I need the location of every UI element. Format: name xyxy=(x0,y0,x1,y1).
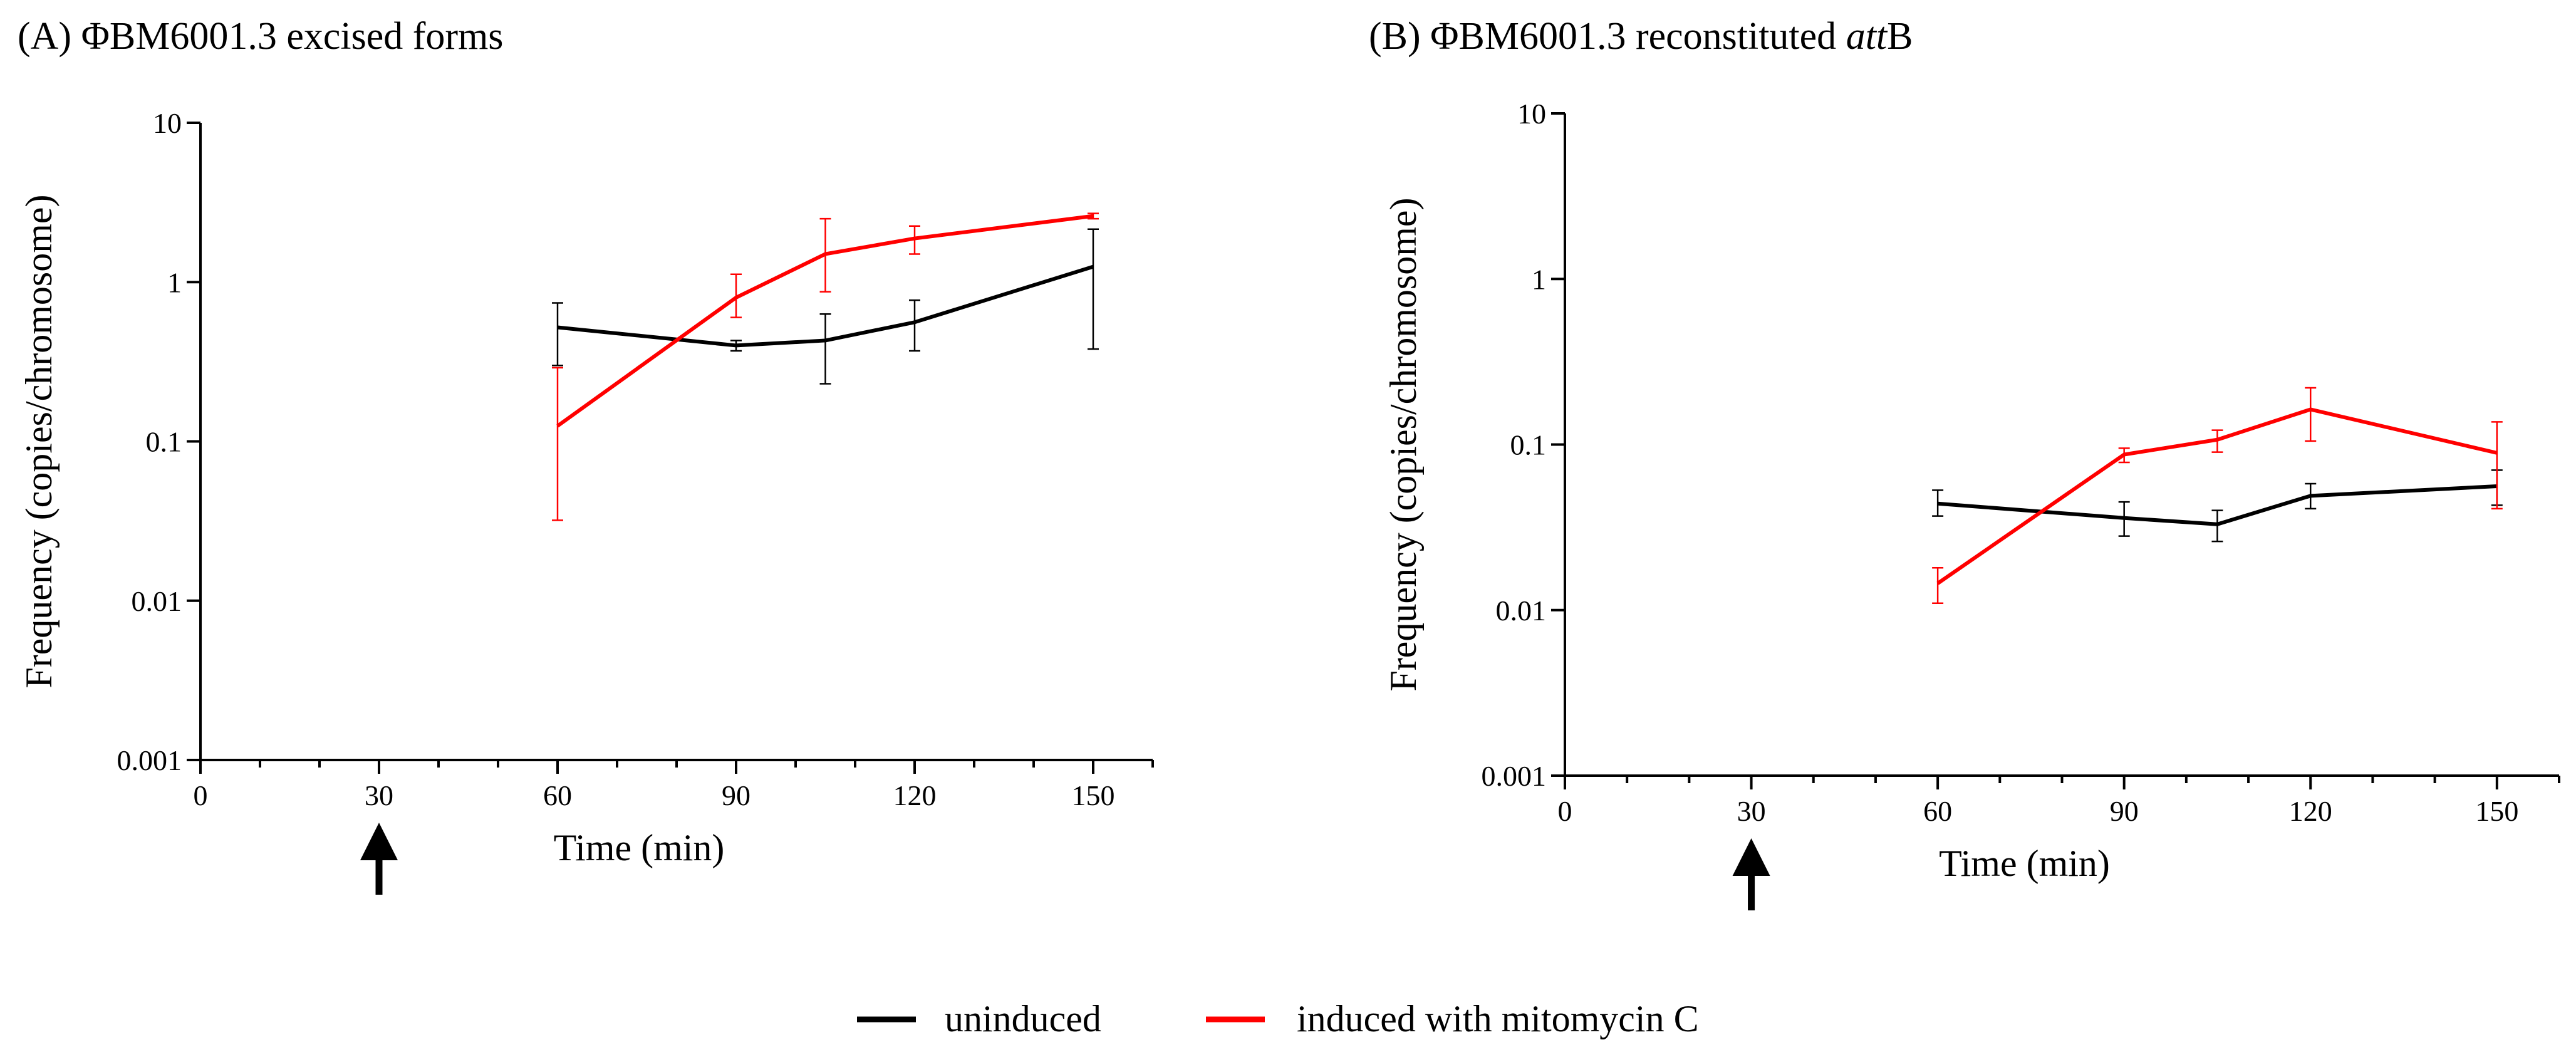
series-line-uninduced xyxy=(1937,484,2497,526)
y-axis-label: Frequency (copies/chromosome) xyxy=(18,194,60,688)
panel-a-chart: (A) ΦBM6001.3 excised forms 0.001 0.01 0.1 1… xyxy=(18,15,1154,895)
x-tick-label: 120 xyxy=(893,779,937,811)
y-tick-label: 10 xyxy=(153,107,182,139)
y-tick-label: 0.001 xyxy=(117,744,182,776)
induction-arrow-head xyxy=(360,823,398,860)
y-tick-label: 0.001 xyxy=(1482,760,1547,792)
series-line-induced xyxy=(1936,407,2498,585)
y-tick-label: 0.1 xyxy=(146,426,182,458)
y-tick-label: 10 xyxy=(1517,98,1546,130)
y-axis-label: Frequency (copies/chromosome) xyxy=(1383,197,1424,691)
x-tick-label: 30 xyxy=(365,779,393,811)
y-tick-label: 0.01 xyxy=(132,585,182,617)
x-tick-label: 150 xyxy=(1072,779,1115,811)
panel-title-part: (B) ΦBM6001.3 reconstituted xyxy=(1369,15,1846,58)
x-tick-label: 0 xyxy=(194,779,208,811)
x-axis-label: Time (min) xyxy=(1939,843,2110,884)
x-tick-label: 0 xyxy=(1558,795,1572,827)
panel-title: (A) ΦBM6001.3 excised forms xyxy=(18,15,503,58)
y-tick-label: 1 xyxy=(167,266,182,298)
x-axis-label: Time (min) xyxy=(554,827,725,868)
x-tick-label: 30 xyxy=(1737,795,1766,827)
x-tick-label: 150 xyxy=(2475,795,2518,827)
panel-title: (B) ΦBM6001.3 reconstituted attB xyxy=(1369,15,1913,58)
y-tick-label: 0.1 xyxy=(1510,429,1547,461)
panel-title-part: B xyxy=(1887,15,1913,58)
x-tick-label: 120 xyxy=(2289,795,2332,827)
legend-label-uninduced: uninduced xyxy=(945,998,1101,1039)
panel-title-part: att xyxy=(1846,15,1888,58)
y-tick-label: 0.01 xyxy=(1496,595,1547,627)
legend: uninduced induced with mitomycin C xyxy=(857,998,1699,1039)
panel-title-part: (A) ΦBM6001.3 excised forms xyxy=(18,15,503,58)
legend-label-induced: induced with mitomycin C xyxy=(1297,998,1699,1039)
x-tick-label: 60 xyxy=(543,779,572,811)
x-tick-label: 60 xyxy=(1923,795,1952,827)
induction-arrow-head xyxy=(1732,838,1770,876)
y-tick-label: 1 xyxy=(1532,263,1546,295)
panel-b-chart: (B) ΦBM6001.3 reconstituted attB 0.001 0.0… xyxy=(1369,15,2560,910)
x-tick-label: 90 xyxy=(2110,795,2139,827)
series-line-induced xyxy=(556,214,1094,428)
x-tick-label: 90 xyxy=(722,779,750,811)
